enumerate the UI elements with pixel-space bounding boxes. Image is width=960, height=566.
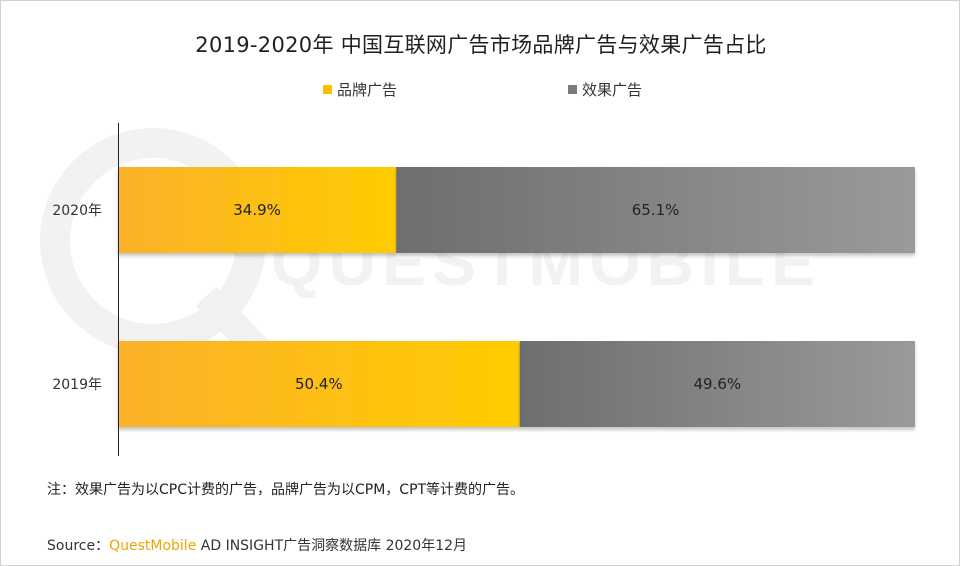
chart-title: 2019-2020年 中国互联网广告市场品牌广告与效果广告占比	[195, 33, 767, 57]
bar-segment	[118, 341, 520, 427]
bar-segment	[519, 341, 915, 427]
data-label: 65.1%	[632, 201, 680, 219]
legend-swatch-performance	[568, 85, 577, 94]
legend-label-brand: 品牌广告	[337, 81, 398, 99]
source-rest: AD INSIGHT广告洞察数据库 2020年12月	[196, 538, 468, 554]
footnote: 注：效果广告为以CPC计费的广告，品牌广告为以CPM，CPT等计费的广告。	[47, 482, 525, 498]
legend-item-brand: 品牌广告	[323, 79, 397, 100]
source-prefix: Source：	[47, 538, 110, 554]
bar-segment	[396, 167, 915, 253]
legend-label-performance: 效果广告	[582, 81, 643, 99]
category-label: 2019年	[52, 377, 102, 393]
bar-segment	[118, 167, 397, 253]
source-brand: QuestMobile	[109, 538, 197, 554]
legend-item-performance: 效果广告	[568, 79, 642, 100]
data-label: 49.6%	[694, 375, 742, 393]
legend-swatch-brand	[323, 85, 332, 94]
data-label: 34.9%	[233, 201, 281, 219]
category-label: 2020年	[52, 203, 102, 219]
source-line: Source：QuestMobile AD INSIGHT广告洞察数据库 202…	[47, 535, 467, 555]
data-label: 50.4%	[295, 375, 343, 393]
